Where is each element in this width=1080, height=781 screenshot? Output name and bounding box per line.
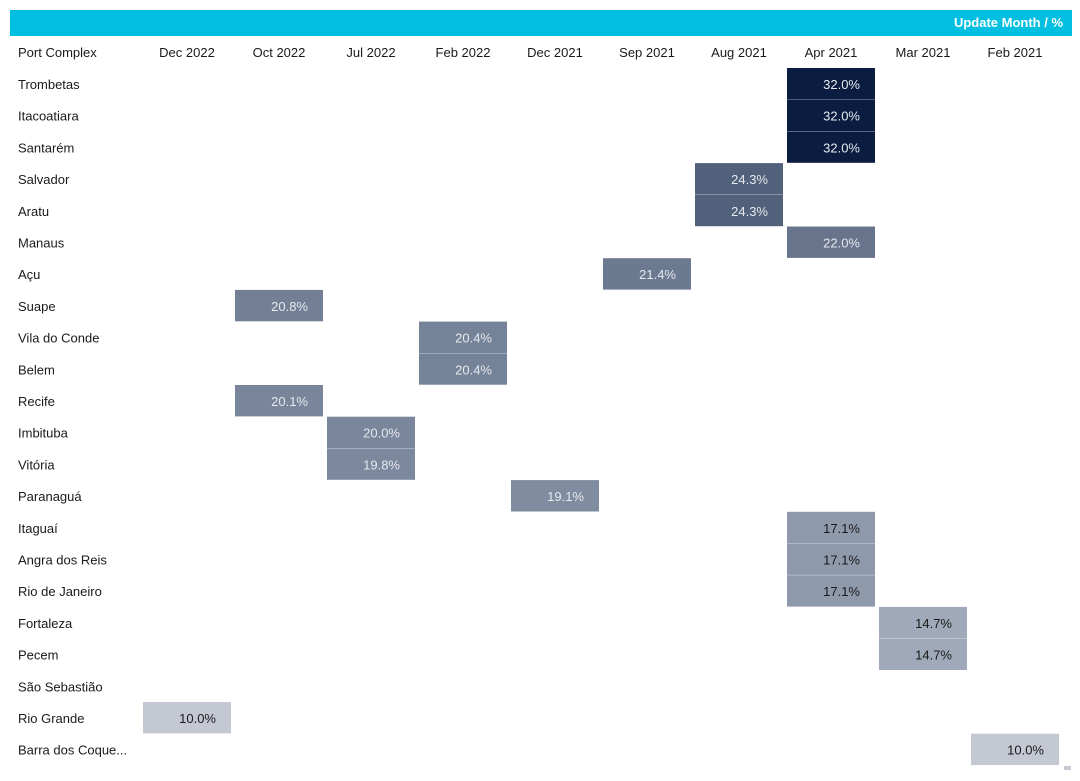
cell-label-salvador: 24.3% <box>731 172 768 187</box>
cell-label-rio-grande: 10.0% <box>179 711 216 726</box>
row-label-salvador: Salvador <box>18 172 70 187</box>
row-label-vila-do-conde: Vila do Conde <box>18 331 99 346</box>
cell-label-vitoria: 19.8% <box>363 457 400 472</box>
cell-label-barra-dos-coque: 10.0% <box>1007 743 1044 758</box>
column-header-oct-2022: Oct 2022 <box>253 45 306 60</box>
cell-label-aratu: 24.3% <box>731 204 768 219</box>
cell-pecem <box>879 638 967 670</box>
cell-belem <box>419 353 507 385</box>
cell-label-angra-dos-reis: 17.1% <box>823 553 860 568</box>
row-labels: Trombetas Itacoatiara Santarém Salvador Arat… <box>18 77 127 758</box>
heatmap-cells: 32.0% 32.0% 32.0% 24.3% 24.3% 22.0% 21.4% 20.8%… <box>143 68 1059 766</box>
row-label-angra-dos-reis: Angra dos Reis <box>18 553 107 568</box>
cell-label-belem: 20.4% <box>455 362 492 377</box>
cell-label-pecem: 14.7% <box>915 648 952 663</box>
cell-vitoria <box>327 448 415 480</box>
cell-label-santarem: 32.0% <box>823 140 860 155</box>
cell-label-rio-de-janeiro: 17.1% <box>823 584 860 599</box>
row-label-itaguai: Itaguaí <box>18 521 58 536</box>
row-label-paranagua: Paranaguá <box>18 489 82 504</box>
row-label-belem: Belem <box>18 362 55 377</box>
row-label-barra-dos-coque: Barra dos Coque... <box>18 743 127 758</box>
cell-label-trombetas: 32.0% <box>823 77 860 92</box>
row-label-sao-sebastiao: São Sebastião <box>18 679 103 694</box>
cell-suape <box>235 289 323 322</box>
row-label-itacoatiara: Itacoatiara <box>18 109 79 124</box>
cell-barra-dos-coque <box>971 733 1059 766</box>
corner-mark <box>1064 766 1071 770</box>
row-label-santarem: Santarém <box>18 140 74 155</box>
cell-vila-do-conde <box>419 321 507 353</box>
row-label-fortaleza: Fortaleza <box>18 616 73 631</box>
cell-itacoatiara <box>787 99 875 132</box>
column-header-mar-2021: Mar 2021 <box>896 45 951 60</box>
column-header-feb-2021: Feb 2021 <box>988 45 1043 60</box>
cell-fortaleza <box>879 606 967 639</box>
column-header-dec-2022: Dec 2022 <box>159 45 215 60</box>
column-header-apr-2021: Apr 2021 <box>805 45 858 60</box>
column-header-dec-2021: Dec 2021 <box>527 45 583 60</box>
cell-imbituba <box>327 416 415 449</box>
header-label: Update Month / % <box>953 15 1063 30</box>
column-header-feb-2022: Feb 2022 <box>436 45 491 60</box>
cell-rio-de-janeiro <box>787 575 875 607</box>
cell-label-acu: 21.4% <box>639 267 676 282</box>
column-header-jul-2022: Jul 2022 <box>346 45 395 60</box>
column-header-aug-2021: Aug 2021 <box>711 45 767 60</box>
cell-aratu <box>695 194 783 227</box>
cell-acu <box>603 258 691 290</box>
cell-trombetas <box>787 68 875 100</box>
cell-label-paranagua: 19.1% <box>547 489 584 504</box>
row-label-rio-grande: Rio Grande <box>18 711 84 726</box>
cell-label-itaguai: 17.1% <box>823 521 860 536</box>
row-label-vitoria: Vitória <box>18 457 55 472</box>
cell-label-vila-do-conde: 20.4% <box>455 331 492 346</box>
cell-label-itacoatiara: 32.0% <box>823 109 860 124</box>
cell-label-recife: 20.1% <box>271 394 308 409</box>
cell-paranagua <box>511 480 599 512</box>
row-label-rio-de-janeiro: Rio de Janeiro <box>18 584 102 599</box>
cell-salvador <box>695 163 783 195</box>
cell-angra-dos-reis <box>787 543 875 575</box>
row-label-suape: Suape <box>18 299 56 314</box>
cell-manaus <box>787 226 875 258</box>
row-label-recife: Recife <box>18 394 55 409</box>
cell-label-fortaleza: 14.7% <box>915 616 952 631</box>
cell-label-manaus: 22.0% <box>823 236 860 251</box>
column-headers: Dec 2022 Oct 2022 Jul 2022 Feb 2022 Dec 2021… <box>159 45 1042 60</box>
cell-itaguai <box>787 511 875 544</box>
cell-santarem <box>787 131 875 163</box>
row-label-pecem: Pecem <box>18 648 58 663</box>
cell-recife <box>235 385 323 417</box>
cell-label-imbituba: 20.0% <box>363 426 400 441</box>
cell-rio-grande <box>143 702 231 734</box>
row-label-acu: Açu <box>18 267 40 282</box>
header-bar: Update Month / % <box>10 10 1072 36</box>
row-label-trombetas: Trombetas <box>18 77 80 92</box>
row-label-imbituba: Imbituba <box>18 426 69 441</box>
row-label-aratu: Aratu <box>18 204 49 219</box>
cell-label-suape: 20.8% <box>271 299 308 314</box>
row-label-manaus: Manaus <box>18 236 65 251</box>
row-header: Port Complex <box>18 45 97 60</box>
column-header-sep-2021: Sep 2021 <box>619 45 675 60</box>
